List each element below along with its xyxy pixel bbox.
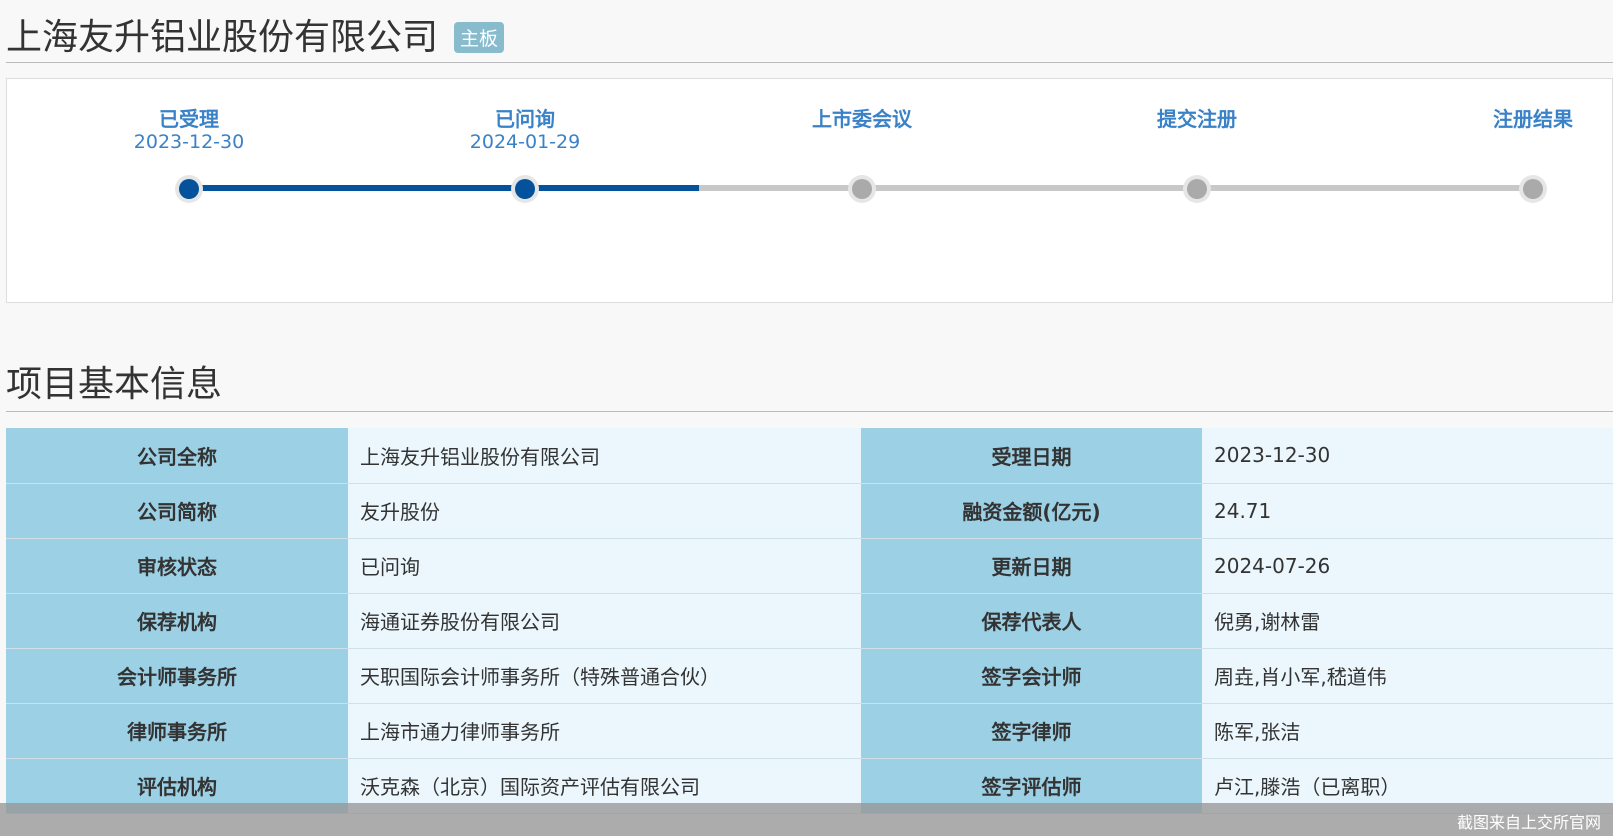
field-label: 受理日期 <box>861 428 1202 484</box>
field-label: 保荐机构 <box>6 593 348 649</box>
table-row: 保荐机构 海通证券股份有限公司 保荐代表人 倪勇,谢林雷 <box>6 593 1613 649</box>
progress-track-pending <box>699 185 1533 191</box>
table-row: 公司简称 友升股份 融资金额(亿元) 24.71 <box>6 483 1613 539</box>
field-value: 2023-12-30 <box>1202 428 1613 484</box>
field-label: 会计师事务所 <box>6 648 348 704</box>
step: 上市委会议 <box>752 103 972 131</box>
company-name: 上海友升铝业股份有限公司 <box>6 17 439 58</box>
field-label: 律师事务所 <box>6 703 348 759</box>
step-dot <box>848 175 876 203</box>
section-title: 项目基本信息 <box>6 364 223 405</box>
step: 提交注册 <box>1087 103 1307 131</box>
field-value: 24.71 <box>1202 483 1613 539</box>
table-row: 公司全称 上海友升铝业股份有限公司 受理日期 2023-12-30 <box>6 428 1613 484</box>
step: 注册结果 <box>1423 103 1613 131</box>
field-label: 更新日期 <box>861 538 1202 594</box>
step-date: 2023-12-30 <box>133 131 245 153</box>
step: 已问询 2024-01-29 <box>415 103 635 153</box>
step-label: 上市委会议 <box>812 107 912 131</box>
field-value: 友升股份 <box>348 483 861 539</box>
field-label: 融资金额(亿元) <box>861 483 1202 539</box>
field-value: 已问询 <box>348 538 861 594</box>
field-value: 上海市通力律师事务所 <box>348 703 861 759</box>
step-dot <box>1519 175 1547 203</box>
divider <box>6 411 1613 412</box>
table-row: 审核状态 已问询 更新日期 2024-07-26 <box>6 538 1613 594</box>
field-label: 保荐代表人 <box>861 593 1202 649</box>
divider <box>6 62 1613 63</box>
table-row: 律师事务所 上海市通力律师事务所 签字律师 陈军,张洁 <box>6 703 1613 759</box>
field-label: 公司全称 <box>6 428 348 484</box>
field-value: 海通证券股份有限公司 <box>348 593 861 649</box>
step-dot <box>511 175 539 203</box>
progress-stepper: 已受理 2023-12-30 已问询 2024-01-29 上市委会议 提交注册 注… <box>6 78 1613 303</box>
page-title: 上海友升铝业股份有限公司 主板 <box>6 8 505 60</box>
field-label: 签字会计师 <box>861 648 1202 704</box>
watermark: 截图来自上交所官网 <box>0 803 1613 836</box>
field-value: 陈军,张洁 <box>1202 703 1613 759</box>
field-label: 审核状态 <box>6 538 348 594</box>
field-value: 倪勇,谢林雷 <box>1202 593 1613 649</box>
step-dot <box>175 175 203 203</box>
step-date: 2024-01-29 <box>469 131 581 153</box>
step-label: 已受理 <box>159 107 219 131</box>
step-dot <box>1183 175 1211 203</box>
field-value: 上海友升铝业股份有限公司 <box>348 428 861 484</box>
field-value: 周垚,肖小军,嵇道伟 <box>1202 648 1613 704</box>
step-label: 提交注册 <box>1157 107 1237 131</box>
step: 已受理 2023-12-30 <box>79 103 299 153</box>
field-label: 签字律师 <box>861 703 1202 759</box>
progress-track-done <box>183 185 699 191</box>
field-label: 公司简称 <box>6 483 348 539</box>
project-info-table: 公司全称 上海友升铝业股份有限公司 受理日期 2023-12-30 公司简称 友… <box>6 428 1613 814</box>
table-row: 会计师事务所 天职国际会计师事务所（特殊普通合伙） 签字会计师 周垚,肖小军,嵇… <box>6 648 1613 704</box>
field-value: 天职国际会计师事务所（特殊普通合伙） <box>348 648 861 704</box>
step-label: 注册结果 <box>1493 107 1573 131</box>
step-label: 已问询 <box>495 107 555 131</box>
field-value: 2024-07-26 <box>1202 538 1613 594</box>
board-badge: 主板 <box>454 21 505 53</box>
